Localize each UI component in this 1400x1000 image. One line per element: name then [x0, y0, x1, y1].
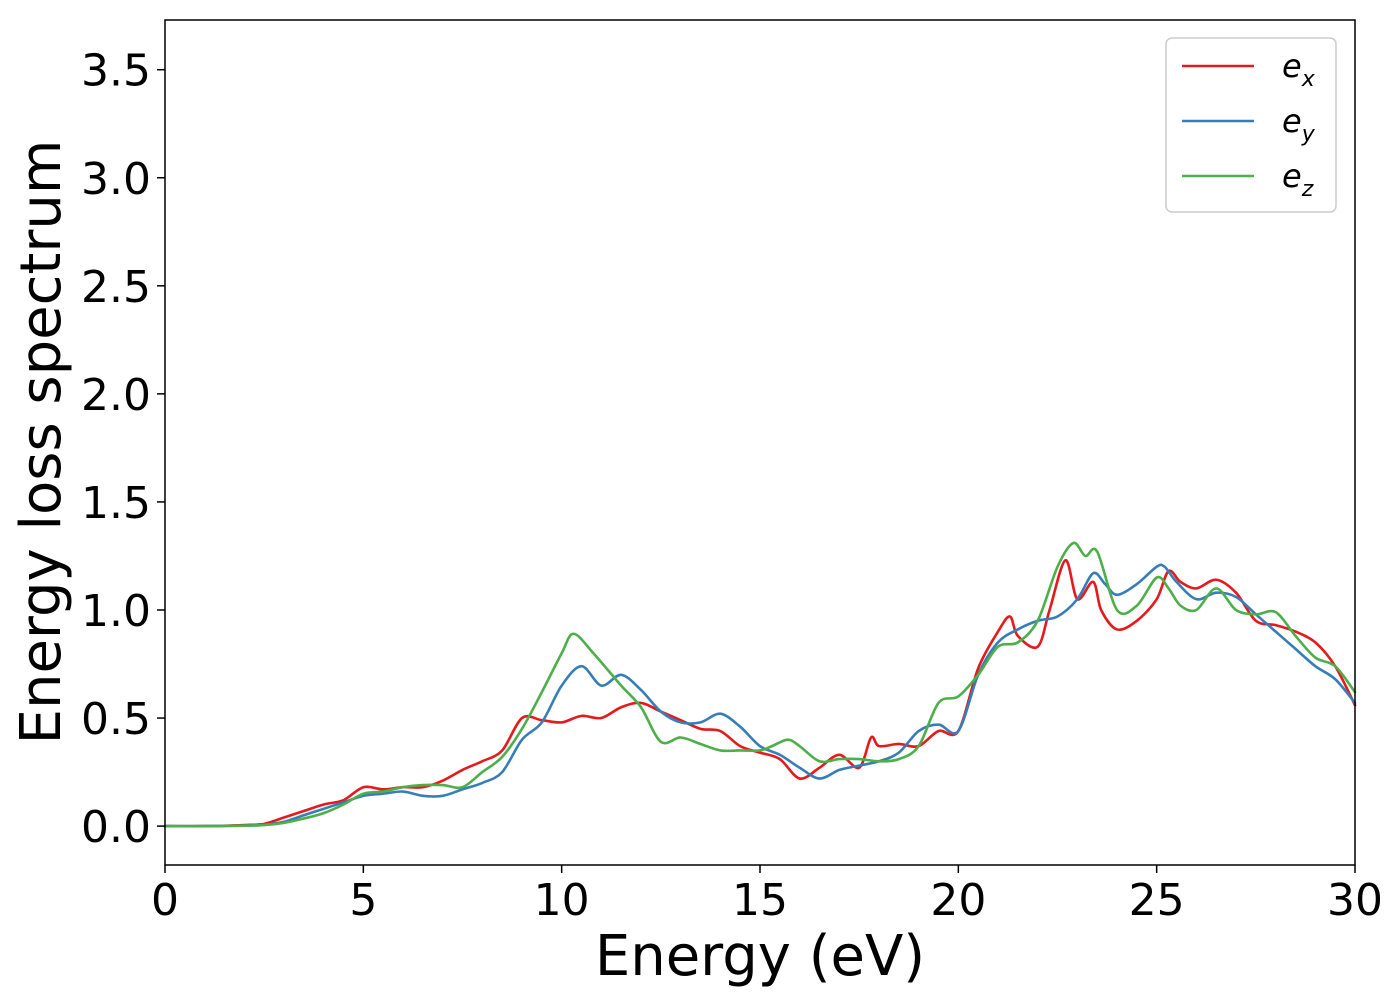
- x-tick-label: 5: [349, 875, 377, 926]
- y-tick-label: 0.0: [81, 802, 151, 853]
- y-tick-label: 1.0: [81, 586, 151, 637]
- y-axis-ticks: 0.0 0.5 1.0 1.5 2.0 2.5 3.0 3.5: [81, 46, 165, 853]
- y-tick-label: 3.0: [81, 154, 151, 205]
- legend-label-ex: ex: [1282, 47, 1316, 92]
- legend-label-main: e: [1282, 47, 1302, 85]
- y-tick-label: 0.5: [81, 694, 151, 745]
- y-tick-label: 1.5: [81, 478, 151, 529]
- legend-label-subscript: z: [1301, 177, 1314, 202]
- x-tick-label: 15: [732, 875, 788, 926]
- legend-label-ez: ez: [1282, 157, 1314, 202]
- y-tick-label: 2.0: [81, 370, 151, 421]
- series-line-ey: [163, 563, 1357, 828]
- legend-label-subscript: x: [1301, 67, 1316, 92]
- legend-label-ey: ey: [1282, 102, 1316, 147]
- x-tick-label: 20: [930, 875, 986, 926]
- series-line-ez: [163, 541, 1357, 828]
- series-layer: [163, 541, 1357, 828]
- y-tick-label: 2.5: [81, 262, 151, 313]
- legend-label-main: e: [1282, 102, 1302, 140]
- x-tick-label: 10: [534, 875, 590, 926]
- y-axis-label: Energy loss spectrum: [9, 140, 74, 745]
- y-tick-label: 3.5: [81, 46, 151, 97]
- x-axis-label: Energy (eV): [595, 924, 925, 989]
- legend-label-subscript: y: [1301, 122, 1316, 147]
- x-tick-label: 30: [1327, 875, 1383, 926]
- x-tick-label: 0: [151, 875, 179, 926]
- plot-area: [165, 20, 1355, 865]
- legend-frame: [1165, 37, 1337, 213]
- series-line-ex: [163, 558, 1357, 828]
- legend-label-main: e: [1282, 157, 1302, 195]
- x-axis-ticks: 0 5 10 15 20 25 30: [151, 865, 1383, 926]
- x-tick-label: 25: [1129, 875, 1185, 926]
